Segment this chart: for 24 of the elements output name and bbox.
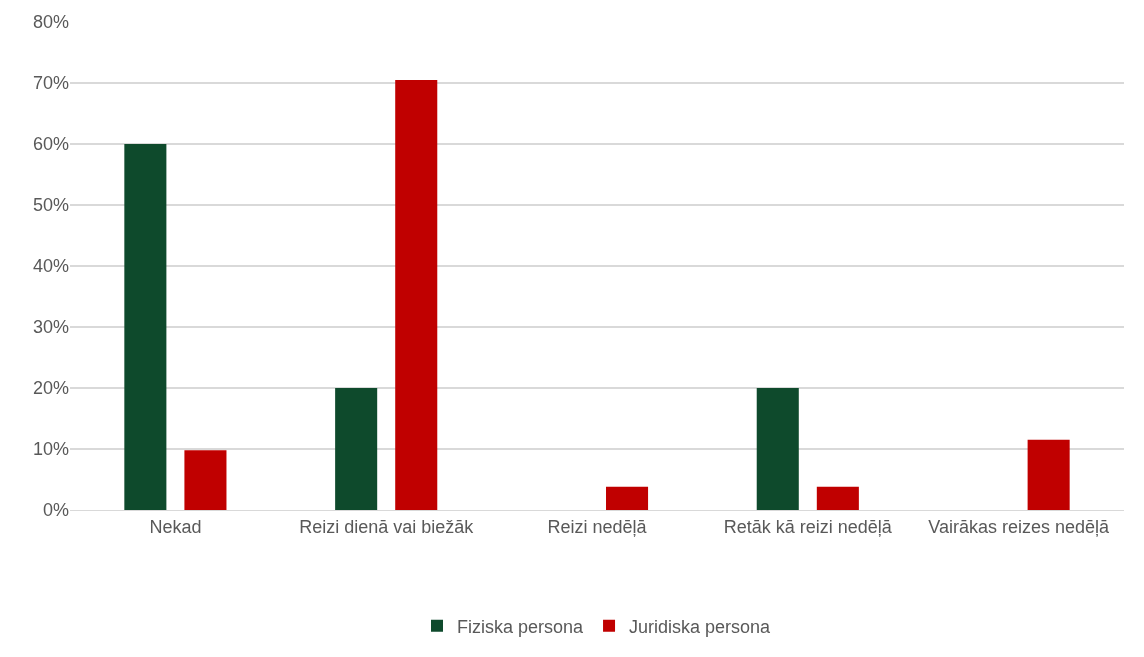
bar bbox=[335, 388, 378, 510]
bar bbox=[1027, 439, 1070, 510]
y-tick-label: 20% bbox=[32, 378, 69, 399]
x-tick-label: Reizi nedēļā bbox=[547, 516, 648, 537]
y-tick-label: 50% bbox=[32, 195, 69, 216]
bar bbox=[184, 450, 227, 510]
x-tick-label: Reizi dienā vai biežāk bbox=[299, 516, 475, 537]
y-tick-label: 0% bbox=[42, 500, 69, 521]
y-tick-label: 60% bbox=[32, 134, 69, 155]
y-tick-label: 30% bbox=[32, 317, 69, 338]
x-tick-label: Vairākas reizes nedēļā bbox=[928, 516, 1110, 537]
y-tick-label: 70% bbox=[32, 73, 69, 94]
legend-label: Fiziska persona bbox=[457, 616, 585, 637]
bar bbox=[395, 79, 438, 510]
x-tick-label: Retāk kā reizi nedēļā bbox=[723, 516, 893, 537]
bar bbox=[756, 388, 799, 510]
legend-label: Juridiska persona bbox=[629, 616, 772, 637]
bar bbox=[124, 144, 167, 510]
x-tick-label: Nekad bbox=[149, 516, 202, 537]
y-tick-label: 80% bbox=[32, 12, 69, 33]
y-tick-label: 40% bbox=[32, 256, 69, 277]
bar bbox=[606, 486, 649, 510]
y-tick-label: 10% bbox=[32, 439, 69, 460]
bar bbox=[816, 486, 859, 510]
